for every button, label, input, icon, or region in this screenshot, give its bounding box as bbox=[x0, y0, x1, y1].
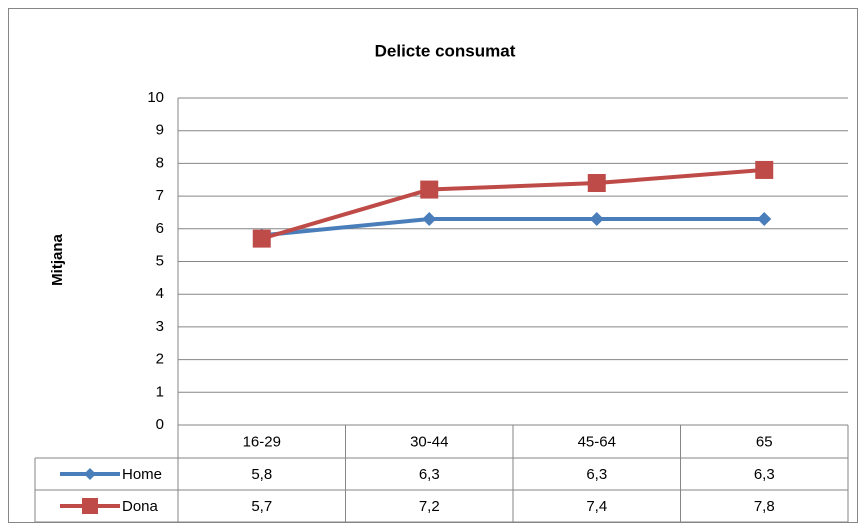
table-value: 7,4 bbox=[586, 498, 607, 515]
x-tick-label: 30-44 bbox=[410, 433, 448, 450]
x-tick-label: 65 bbox=[756, 433, 773, 450]
legend-marker bbox=[82, 498, 98, 514]
table-value: 7,8 bbox=[754, 498, 775, 515]
legend-label: Dona bbox=[122, 498, 159, 515]
data-point bbox=[252, 229, 271, 248]
data-point bbox=[757, 211, 772, 226]
table-value: 5,7 bbox=[251, 498, 272, 515]
y-tick-label: 8 bbox=[156, 154, 164, 171]
y-tick-label: 3 bbox=[156, 318, 164, 335]
y-tick-label: 6 bbox=[156, 220, 164, 237]
chart-title: Delicte consumat bbox=[375, 41, 516, 60]
y-tick-label: 1 bbox=[156, 383, 164, 400]
table-value: 5,8 bbox=[251, 466, 272, 483]
series-line bbox=[261, 167, 765, 241]
table-value: 6,3 bbox=[419, 466, 440, 483]
y-tick-label: 4 bbox=[156, 285, 164, 302]
x-tick-label: 45-64 bbox=[578, 433, 616, 450]
y-tick-label: 0 bbox=[156, 416, 164, 433]
x-tick-label: 16-29 bbox=[243, 433, 281, 450]
legend-marker bbox=[84, 468, 96, 480]
y-tick-label: 5 bbox=[156, 252, 164, 269]
table-value: 6,3 bbox=[754, 466, 775, 483]
table-value: 7,2 bbox=[419, 498, 440, 515]
data-point bbox=[587, 174, 606, 193]
data-point bbox=[589, 211, 604, 226]
series-line bbox=[261, 216, 765, 238]
y-tick-label: 10 bbox=[147, 89, 164, 106]
data-point bbox=[755, 160, 774, 179]
table-value: 6,3 bbox=[586, 466, 607, 483]
y-axis-label: Mitjana bbox=[49, 234, 66, 286]
legend-label: Home bbox=[122, 466, 162, 483]
y-tick-label: 2 bbox=[156, 351, 164, 368]
y-tick-label: 9 bbox=[156, 122, 164, 139]
chart-border bbox=[8, 8, 858, 523]
data-point bbox=[420, 180, 439, 199]
y-tick-label: 7 bbox=[156, 187, 164, 204]
data-point bbox=[422, 211, 437, 226]
